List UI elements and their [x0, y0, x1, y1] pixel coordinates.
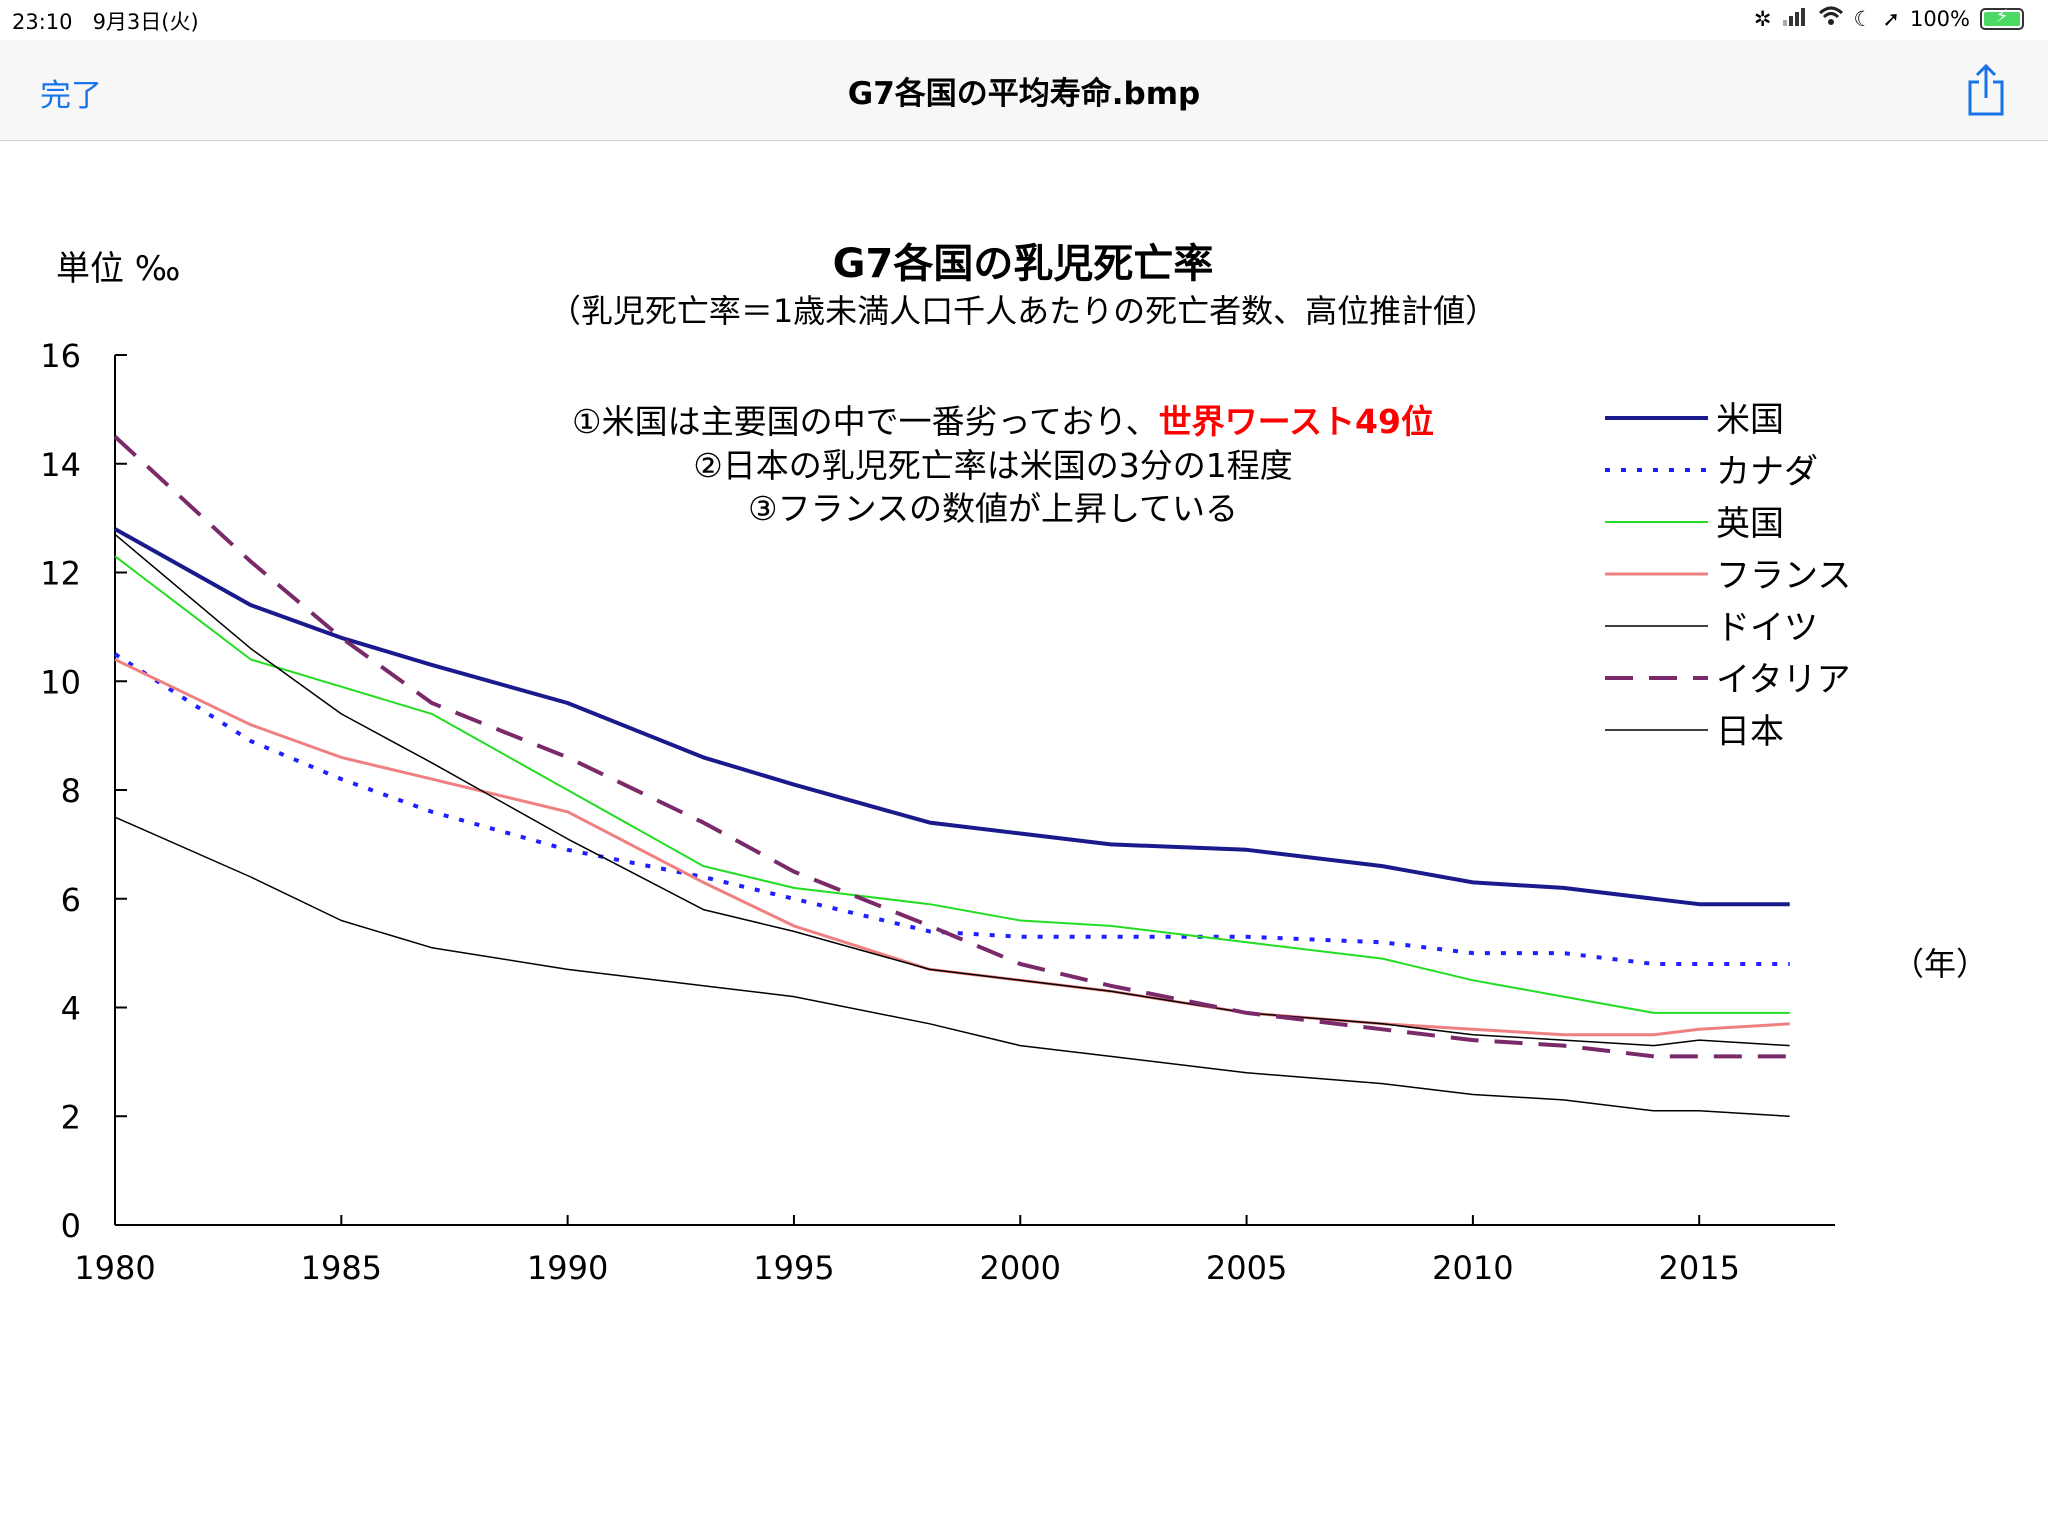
infant-mortality-chart: 単位 ‰ G7各国の乳児死亡率 （乳児死亡率＝1歳未満人口千人あたりの死亡者数、… — [40, 241, 1988, 1287]
legend-label-5: ドイツ — [1716, 608, 1818, 648]
y-tick-label: 0 — [61, 1207, 81, 1245]
status-icons: ✲ ☾ ➚ 100% ⚡ — [1754, 6, 2024, 31]
legend-label-6: イタリア — [1716, 660, 1851, 700]
x-tick-label: 2015 — [1658, 1249, 1739, 1287]
x-tick-label: 1980 — [74, 1249, 155, 1287]
file-title: G7各国の平均寿命.bmp — [847, 76, 1201, 112]
legend-label-1: 米国 — [1716, 400, 1784, 440]
x-tick-label: 1995 — [753, 1249, 834, 1287]
annotation-line-2: ②日本の乳児死亡率は米国の3分の1程度 — [693, 446, 1293, 485]
chart-subtitle: （乳児死亡率＝1歳未満人口千人あたりの死亡者数、高位推計値） — [549, 292, 1497, 330]
y-tick-label: 6 — [61, 881, 81, 919]
series-line-2 — [113, 652, 1790, 966]
y-tick-label: 14 — [40, 446, 81, 484]
y-tick-label: 4 — [61, 990, 81, 1028]
share-button[interactable] — [1964, 62, 2008, 118]
series-line-1 — [114, 527, 1790, 907]
annotation-highlight: 世界ワースト49位 — [1159, 402, 1434, 441]
chart-title: G7各国の乳児死亡率 — [833, 241, 1214, 287]
series-line-4 — [114, 658, 1790, 1037]
series-line-7 — [114, 816, 1790, 1118]
legend-label-2: カナダ — [1716, 452, 1818, 492]
x-tick-label: 2010 — [1432, 1249, 1513, 1287]
done-button[interactable]: 完了 — [40, 78, 102, 114]
legend-label-4: フランス — [1716, 556, 1851, 596]
location-icon: ➚ — [1882, 6, 1900, 31]
series-line-3 — [114, 555, 1790, 1014]
legend-label-3: 英国 — [1716, 504, 1784, 544]
x-tick-label: 2005 — [1206, 1249, 1287, 1287]
x-tick-label: 1985 — [301, 1249, 382, 1287]
battery-percent: 100% — [1909, 6, 1970, 31]
status-bar: 23:10 9月3日(火) ✲ ☾ ➚ 100% ⚡ — [0, 0, 2048, 40]
annotation-line-1-text: ①米国は主要国の中で一番劣っており、 — [572, 402, 1159, 441]
status-time-date: 23:10 9月3日(火) — [12, 6, 199, 36]
share-icon — [1968, 63, 2004, 116]
x-tick-label: 2000 — [980, 1249, 1061, 1287]
chart-image: 単位 ‰ G7各国の乳児死亡率 （乳児死亡率＝1歳未満人口千人あたりの死亡者数、… — [0, 141, 2048, 1536]
status-time: 23:10 — [12, 10, 73, 34]
legend-label-7: 日本 — [1716, 712, 1784, 752]
annotation-box: ①米国は主要国の中で一番劣っており、世界ワースト49位 ②日本の乳児死亡率は米国… — [572, 402, 1434, 528]
annotation-line-3: ③フランスの数値が上昇している — [748, 489, 1238, 528]
x-axis-unit-label: （年） — [1892, 945, 1988, 983]
y-tick-label: 16 — [40, 337, 81, 375]
nav-bar: 完了 G7各国の平均寿命.bmp — [0, 40, 2048, 141]
y-axis-unit-label: 単位 ‰ — [56, 249, 180, 289]
battery-icon: ⚡ — [1980, 6, 2024, 30]
x-tick-label: 1990 — [527, 1249, 608, 1287]
moon-icon: ☾ — [1853, 6, 1873, 31]
loading-icon: ✲ — [1753, 6, 1772, 31]
series-line-5 — [114, 533, 1790, 1047]
y-tick-label: 2 — [61, 1098, 81, 1136]
status-date: 9月3日(火) — [92, 10, 199, 34]
series-line-6 — [113, 435, 1790, 1059]
wifi-icon — [1818, 6, 1844, 31]
signal-icon — [1782, 7, 1808, 31]
y-tick-label: 8 — [61, 772, 81, 810]
annotation-line-1: ①米国は主要国の中で一番劣っており、世界ワースト49位 — [572, 402, 1434, 441]
y-tick-label: 12 — [40, 555, 81, 593]
y-tick-label: 10 — [40, 663, 81, 701]
